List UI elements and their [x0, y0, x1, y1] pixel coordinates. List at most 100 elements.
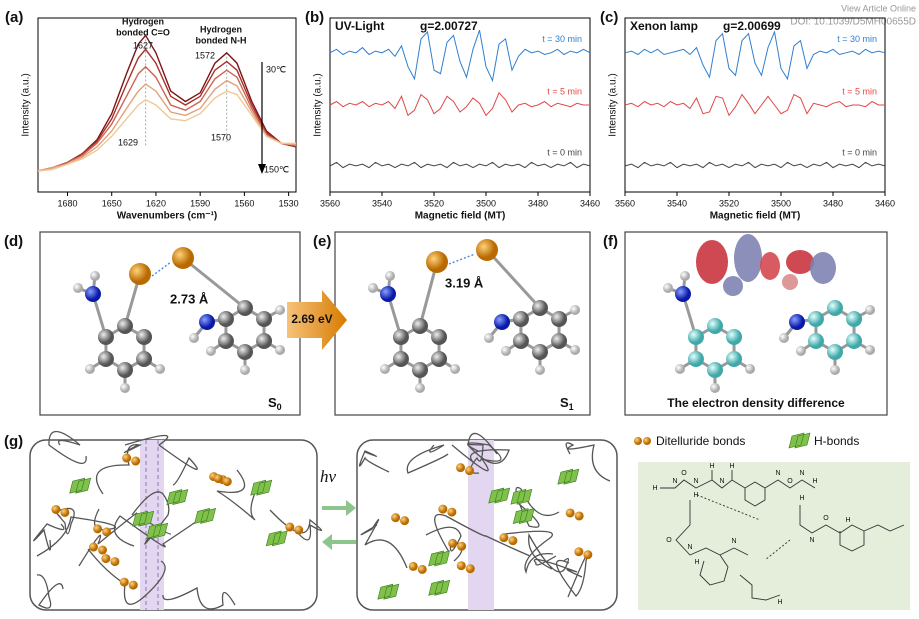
atom: [237, 344, 253, 360]
ditelluride: [574, 547, 584, 557]
ditelluride: [110, 557, 120, 567]
ditelluride: [119, 577, 129, 587]
polymer-chain: [95, 444, 143, 495]
ditelluride: [222, 477, 232, 487]
ditelluride: [565, 508, 575, 518]
atom: [675, 286, 691, 302]
polymer-chain: [131, 491, 170, 545]
ditelluride: [213, 474, 223, 484]
x-axis-label: Magnetic field (MT): [710, 211, 801, 222]
x-tick-label: 3500: [771, 198, 791, 208]
x-tick-label: 3480: [528, 198, 548, 208]
atom: [73, 283, 83, 293]
atom: [199, 314, 215, 330]
hbond: [132, 510, 155, 527]
ditelluride: [391, 513, 401, 523]
chain: [711, 470, 816, 507]
annotation: 30℃: [266, 64, 286, 74]
legend-hbond: [788, 432, 811, 449]
legend-text: H-bonds: [814, 434, 859, 448]
x-tick-label: 1620: [146, 198, 166, 208]
atom: [412, 362, 428, 378]
atom-label: H: [652, 485, 657, 492]
ditelluride: [128, 580, 138, 590]
panel-label: (f): [603, 233, 618, 250]
panel-label: (a): [5, 9, 23, 26]
ditelluride: [583, 550, 593, 560]
atom-label: H: [777, 599, 782, 606]
atom-label: H: [799, 495, 804, 502]
atom-label: N: [687, 544, 692, 551]
polymer-chain: [216, 469, 261, 521]
ditelluride: [456, 561, 466, 571]
atom: [779, 333, 789, 343]
polymer-chain: [48, 430, 87, 465]
series-line: [37, 65, 297, 172]
atom: [136, 351, 153, 367]
y-axis-label: Intensity (a.u.): [608, 73, 619, 136]
atom: [450, 364, 461, 374]
atom: [392, 329, 409, 345]
atom: [827, 300, 843, 316]
energy-label: 2.69 eV: [291, 312, 332, 326]
arrow-head: [258, 164, 266, 174]
hbond: [250, 479, 273, 496]
atom: [570, 345, 581, 355]
atom-label: H: [812, 478, 817, 485]
header-link[interactable]: View Article Online: [841, 3, 916, 13]
polymer-chain: [451, 442, 502, 472]
annotation: Hydrogen: [122, 16, 164, 26]
series-label: t = 5 min: [547, 86, 582, 96]
atom: [136, 329, 153, 345]
atom: [90, 271, 100, 281]
annotation: 1572: [195, 50, 215, 60]
atom-label: N: [672, 478, 677, 485]
ditelluride: [508, 536, 518, 546]
ditelluride: [408, 561, 418, 571]
chart-subtitle: g=2.00727: [420, 19, 478, 33]
x-tick-label: 3540: [667, 198, 687, 208]
atom: [172, 247, 194, 269]
distance-label: 3.19 Å: [445, 275, 484, 290]
x-tick-label: 1650: [102, 198, 122, 208]
ditelluride: [457, 541, 467, 551]
atom: [275, 345, 286, 355]
atom: [687, 329, 704, 345]
x-tick-label: 3520: [424, 198, 444, 208]
ditelluride: [93, 524, 103, 534]
atom: [256, 333, 273, 349]
bond: [485, 248, 542, 310]
hbond: [377, 583, 400, 600]
hbond: [265, 530, 288, 547]
polymer-chain: [467, 432, 510, 464]
structure-panel: [638, 462, 910, 610]
atom: [205, 346, 216, 356]
polymer-chain: [565, 442, 611, 482]
ditelluride: [574, 511, 584, 521]
atom: [827, 344, 843, 360]
atom: [275, 305, 286, 315]
annotation: bonded C=O: [116, 27, 170, 37]
atom-label: H: [729, 463, 734, 470]
series-label: t = 0 min: [547, 147, 582, 157]
atom: [687, 351, 704, 367]
density-lobe: [723, 276, 743, 296]
polymer-chain: [434, 514, 531, 557]
ditelluride: [499, 533, 509, 543]
polymer-chain: [533, 555, 583, 578]
ditelluride: [102, 527, 112, 537]
ditelluride: [122, 453, 132, 463]
x-tick-label: 3480: [823, 198, 843, 208]
atom: [532, 344, 548, 360]
ditelluride: [294, 525, 304, 535]
series-line: [624, 161, 886, 169]
hbond: [69, 477, 92, 494]
polymer-chain: [528, 532, 570, 573]
hbond: [512, 508, 535, 524]
atom: [532, 300, 548, 316]
atom: [189, 333, 199, 343]
atom: [846, 311, 863, 327]
atom: [380, 286, 396, 302]
series-line: [37, 48, 297, 172]
polymer-chain: [555, 554, 588, 598]
